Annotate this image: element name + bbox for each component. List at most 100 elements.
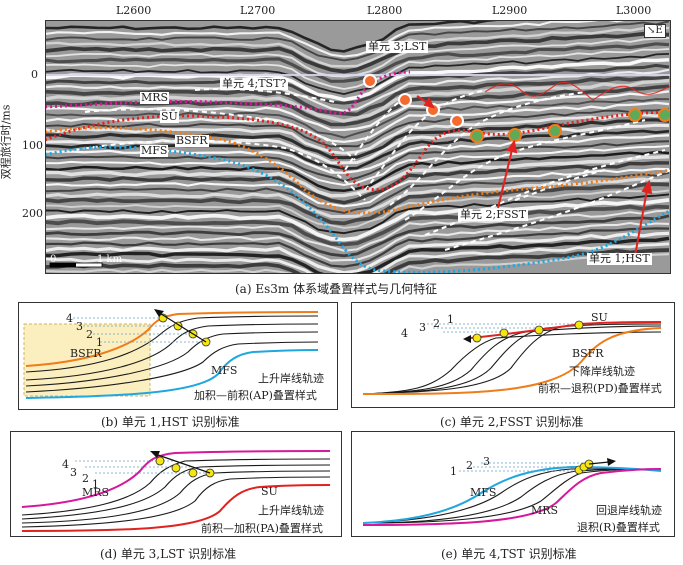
seismic-reflector: [45, 63, 670, 105]
num-b-3: 3: [76, 320, 83, 333]
seismic-section: [45, 20, 671, 274]
text-e-1: 回退岸线轨迹: [596, 504, 662, 517]
direction-text: E: [655, 25, 663, 36]
seismic-reflector: [45, 204, 670, 247]
label-unit2: 单元 2;FSST: [458, 208, 529, 221]
clinoform-lines: [74, 87, 671, 251]
panel-c-diagram: [351, 302, 675, 408]
num-c-1: 1: [447, 313, 454, 326]
label-bsfr-b: BSFR: [70, 347, 102, 360]
seismic-reflector: [45, 248, 670, 274]
num-e-3: 3: [483, 455, 490, 468]
seismic-reflector: [45, 145, 670, 187]
panel-a: L2600 L2700 L2800 L2900 L3000 双程旅行时/ms 0…: [0, 4, 671, 296]
mrs-surface: [45, 70, 411, 115]
num-b-4: 4: [66, 312, 73, 325]
seismic-reflector: [45, 231, 670, 274]
mfs-surface: [45, 145, 671, 274]
num-c-3: 3: [419, 321, 426, 334]
label-mfs-a: MFS: [140, 144, 169, 157]
caption-c: (c) 单元 2,FSST 识别标准: [440, 415, 584, 429]
seismic-reflector: [45, 98, 670, 139]
scale-label: 1 km: [97, 254, 123, 265]
label-bsfr-c: BSFR: [572, 347, 604, 360]
num-d-4: 4: [62, 458, 69, 471]
num-d-1: 1: [92, 478, 99, 491]
seismic-reflector: [45, 177, 670, 219]
label-bsfr-a: BSFR: [175, 134, 209, 147]
num-c-4: 4: [401, 327, 408, 340]
seismic-reflectors: [45, 20, 670, 274]
seismic-reflector: [45, 26, 670, 68]
seismic-reflector: [45, 150, 670, 192]
seismic-reflector: [45, 118, 670, 160]
seismic-reflector: [45, 193, 670, 235]
seismic-reflector: [45, 42, 670, 83]
panel-d-diagram: [10, 431, 342, 537]
label-mfs-b: MFS: [211, 364, 238, 377]
seismic-reflector: [45, 68, 670, 112]
shoreline-markers: [363, 74, 671, 143]
seismic-reflector: [45, 20, 649, 58]
num-b-1: 1: [96, 336, 103, 349]
seismic-reflector: [45, 32, 670, 74]
panel-d: 4 3 2 1 MRS SU 上升岸线轨迹 前积—加积(PA)叠置样式: [10, 431, 342, 539]
seismic-reflector: [45, 20, 670, 62]
y-tick-100: 100: [22, 139, 43, 152]
label-mfs-e: MFS: [470, 486, 497, 499]
seismic-reflector: [45, 227, 670, 268]
tick-l2800: L2800: [367, 4, 403, 17]
label-su-c: SU: [591, 311, 608, 324]
seismic-reflector: [45, 140, 670, 183]
tick-l2900: L2900: [492, 4, 528, 17]
label-mrs-e: MRS: [531, 504, 559, 517]
seismic-reflector: [45, 236, 670, 274]
caption-d: (d) 单元 3,LST 识别标准: [100, 547, 237, 561]
num-e-1: 1: [450, 465, 457, 478]
label-unit3: 单元 3;LST: [366, 40, 429, 53]
seismic-reflector: [45, 108, 670, 148]
caption-b: (b) 单元 1,HST 识别标准: [101, 415, 240, 429]
panel-e: 1 2 3 MFS MRS 回退岸线轨迹 退积(R)叠置样式: [351, 431, 675, 539]
text-d-2: 前积—加积(PA)叠置样式: [201, 522, 323, 535]
seismic-reflector: [45, 242, 670, 274]
text-d-1: 上升岸线轨迹: [258, 504, 324, 517]
text-c-2: 前积—退积(PD)叠置样式: [538, 382, 662, 395]
y-tick-0: 0: [31, 68, 38, 81]
panel-b: 4 3 2 1 BSFR MFS 上升岸线轨迹 加积—前积(AP)叠置样式: [18, 302, 338, 412]
text-b-2: 加积—前积(AP)叠置样式: [194, 389, 317, 402]
seismic-reflector: [45, 48, 670, 90]
seismic-reflector: [45, 171, 670, 214]
label-su-a: SU: [160, 110, 179, 123]
tick-l2700: L2700: [240, 4, 276, 17]
seismic-reflector: [45, 167, 670, 208]
seismic-reflector: [45, 209, 670, 252]
num-b-2: 2: [86, 328, 93, 341]
text-e-2: 退积(R)叠置样式: [577, 521, 660, 534]
num-d-2: 2: [82, 472, 89, 485]
y-tick-200: 200: [22, 207, 43, 220]
seismic-reflector: [45, 154, 670, 198]
direction-label: ↘E: [644, 24, 666, 38]
bsfr-surface: [45, 126, 671, 215]
panel-c: 4 3 2 1 SU BSFR 下降岸线轨迹 前积—退积(PD)叠置样式: [351, 302, 675, 410]
label-mrs-a: MRS: [140, 91, 170, 104]
tick-l2600: L2600: [116, 4, 152, 17]
seismic-reflector: [45, 53, 670, 96]
seismic-reflector: [45, 198, 670, 242]
label-su-d: SU: [261, 485, 278, 498]
caption-e: (e) 单元 4,TST 识别标准: [441, 547, 577, 561]
num-d-3: 3: [70, 466, 77, 479]
num-c-2: 2: [433, 317, 440, 330]
panel-e-diagram: [351, 431, 675, 537]
seismic-reflector: [45, 101, 670, 144]
num-e-2: 2: [466, 459, 473, 472]
seismic-reflector: [45, 161, 670, 205]
seismic-reflector: [45, 253, 670, 274]
caption-a: (a) Es3m 体系域叠置样式与几何特征: [235, 282, 438, 296]
y-axis-title: 双程旅行时/ms: [0, 104, 13, 180]
seismic-reflector: [45, 20, 524, 53]
panel-b-diagram: [18, 302, 338, 410]
text-b-1: 上升岸线轨迹: [258, 372, 324, 385]
seismic-reflector: [45, 214, 670, 258]
